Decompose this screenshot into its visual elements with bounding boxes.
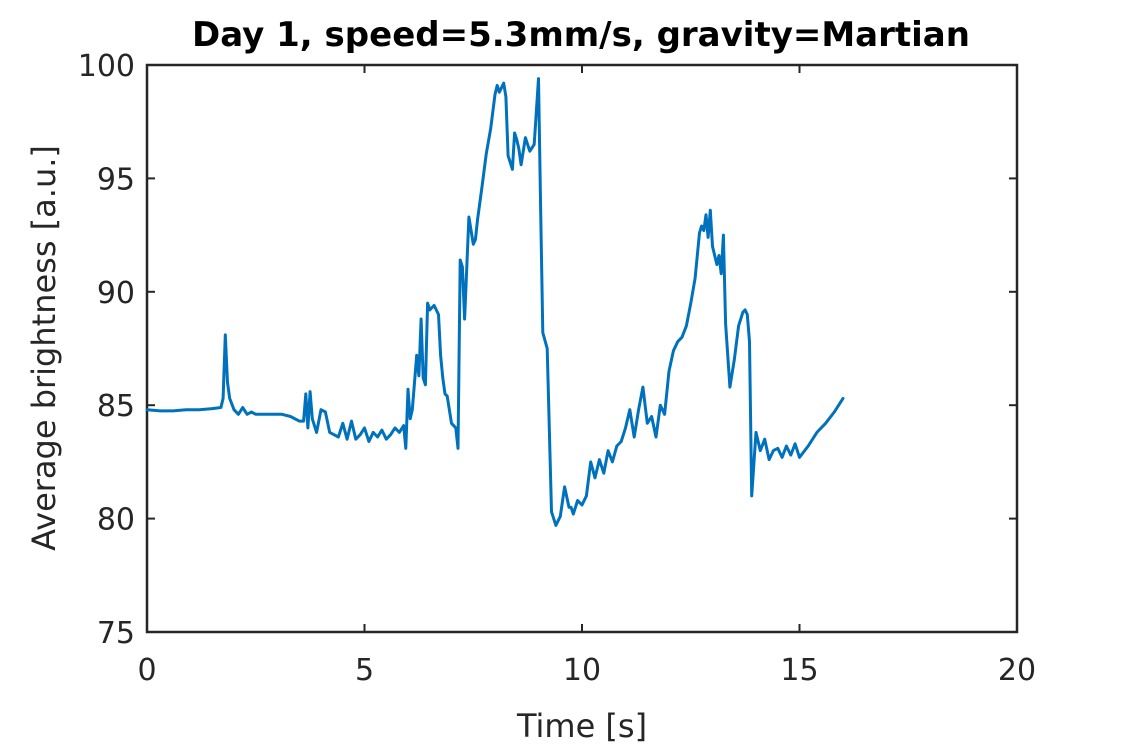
- y-tick-label: 80: [97, 503, 135, 538]
- x-tick-label: 0: [137, 653, 156, 688]
- series-line: [145, 77, 845, 527]
- x-axis-label: Time [s]: [516, 707, 647, 745]
- series-layer: [145, 77, 845, 527]
- y-axis: 75 80 85 90 95 100: [78, 49, 1017, 651]
- y-tick-label: 85: [97, 389, 135, 424]
- x-tick-label: 10: [563, 653, 601, 688]
- chart-title: Day 1, speed=5.3mm/s, gravity=Martian: [192, 15, 970, 55]
- x-axis: 0 5 10 15 20: [137, 65, 1036, 688]
- y-tick-label: 95: [97, 162, 135, 197]
- y-tick-label: 75: [97, 616, 135, 651]
- y-tick-label: 90: [97, 276, 135, 311]
- y-tick-label: 100: [78, 49, 135, 84]
- x-tick-label: 5: [355, 653, 374, 688]
- x-tick-label: 15: [780, 653, 818, 688]
- y-axis-label: Average brightness [a.u.]: [25, 145, 63, 551]
- x-tick-label: 20: [998, 653, 1036, 688]
- plot-area: [145, 63, 1019, 634]
